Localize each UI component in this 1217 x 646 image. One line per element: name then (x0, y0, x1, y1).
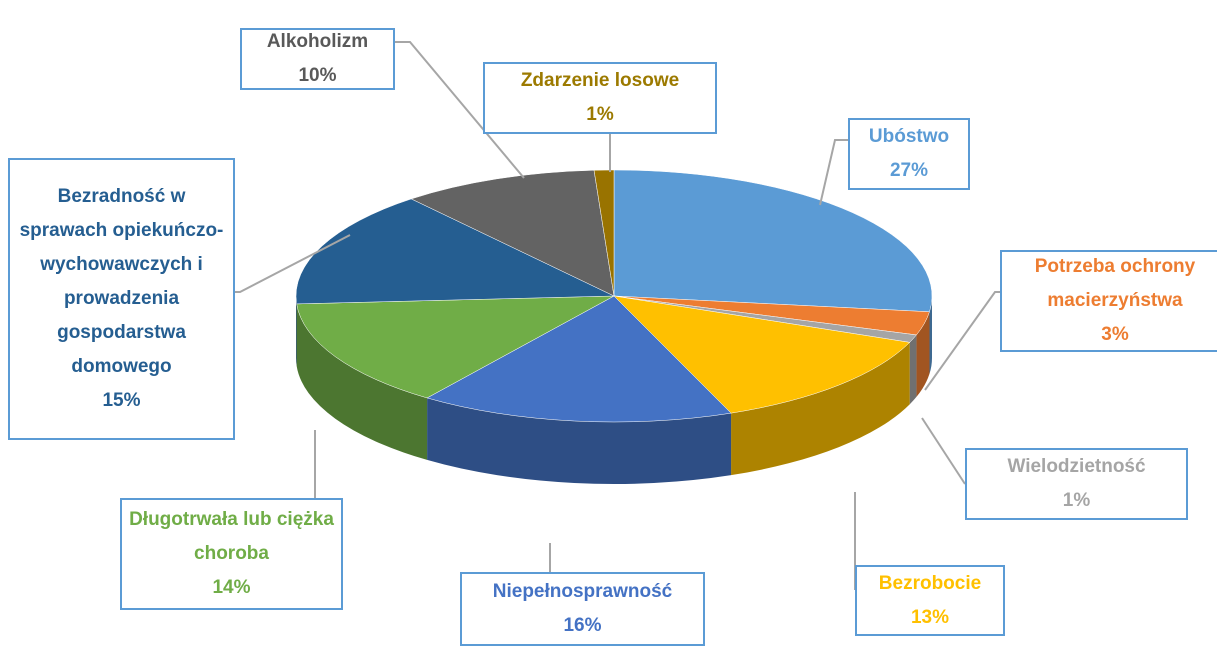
value-label: 13% (910, 606, 950, 628)
data-label: Bezrobocie 13% (855, 565, 1005, 636)
value-label: 3% (1101, 324, 1129, 345)
category-label: Niepełnosprawność (492, 581, 673, 602)
category-label: Wielodzietność (1007, 456, 1146, 477)
category-label: Bezradność w sprawach opiekuńczo-wychowa… (19, 186, 224, 377)
slice-side (296, 303, 428, 460)
data-label: Długotrwała lub ciężka choroba 14% (120, 498, 343, 610)
category-label: Zdarzenie losowe (520, 70, 680, 91)
slice (613, 295, 911, 414)
data-label: Niepełnosprawność 16% (460, 572, 705, 646)
slice-side (929, 296, 932, 374)
value-label: 15% (102, 390, 141, 411)
data-label: Bezradność w sprawach opiekuńczo-wychowa… (8, 158, 235, 440)
value-label: 1% (586, 104, 614, 125)
category-label: Ubóstwo (868, 126, 950, 147)
leader-line (921, 417, 966, 485)
leader-line (819, 139, 848, 206)
slice (426, 295, 732, 423)
slice (613, 169, 933, 313)
category-label: Bezrobocie (878, 572, 982, 594)
slice-side (909, 334, 917, 405)
data-label: Wielodzietność 1% (965, 448, 1188, 520)
slice (296, 295, 615, 399)
slice-side (296, 296, 297, 366)
slice (593, 169, 615, 297)
data-label: Ubóstwo 27% (848, 118, 970, 190)
category-label: Długotrwała lub ciężka choroba (129, 509, 334, 564)
slice-side (916, 311, 930, 397)
category-label: Potrzeba ochrony macierzyństwa (1034, 256, 1196, 311)
slice (295, 198, 615, 305)
value-label: 1% (1062, 490, 1091, 511)
slice (410, 169, 615, 297)
value-label: 14% (212, 577, 251, 598)
value-label: 10% (298, 65, 337, 86)
leader-line (924, 291, 1000, 391)
leader-line (235, 234, 351, 293)
slice-side (731, 342, 910, 476)
category-label: Alkoholizm (266, 31, 369, 52)
slice-side (427, 397, 732, 484)
value-label: 27% (889, 160, 929, 181)
data-label: Alkoholizm 10% (240, 28, 395, 90)
value-label: 16% (563, 615, 602, 636)
data-label: Zdarzenie losowe 1% (483, 62, 717, 134)
data-label: Potrzeba ochrony macierzyństwa 3% (1000, 250, 1217, 352)
